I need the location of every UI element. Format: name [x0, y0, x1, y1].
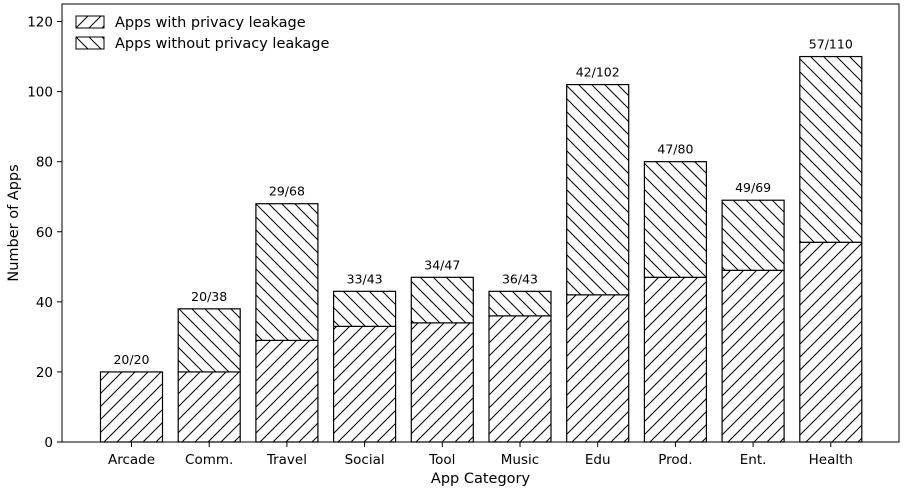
bar-without-leakage	[799, 55, 863, 243]
bar-total-label: 20/20	[113, 352, 149, 367]
bar-without-leakage	[255, 203, 319, 341]
bar-with-leakage	[177, 371, 241, 443]
x-tick-label: Prod.	[658, 452, 692, 468]
bar-with-leakage	[643, 276, 708, 443]
y-tick-label: 100	[27, 85, 53, 101]
bar-total-label: 49/69	[735, 180, 771, 195]
bar-with-leakage	[333, 325, 397, 443]
bar-value-labels: 20/20 20/38 29/68 33/43 34/47 36/43 42/102 47/8…	[113, 37, 852, 367]
bar-total-label: 29/68	[269, 184, 305, 199]
y-tick-label: 20	[36, 365, 53, 381]
y-tick-label: 120	[27, 15, 53, 31]
bar-with-leakage	[99, 371, 164, 443]
x-tick-label: Travel	[266, 452, 307, 468]
x-axis: Arcade Comm. Travel Social Tool Music Edu Prod.…	[108, 442, 853, 468]
bar-total-label: 42/102	[576, 65, 620, 80]
bar-with-leakage	[255, 339, 319, 443]
bar-total-label: 33/43	[347, 271, 383, 286]
x-tick-label: Comm.	[185, 452, 233, 468]
bar-without-leakage	[721, 199, 785, 271]
x-tick-label: Edu	[585, 452, 611, 468]
y-tick-label: 60	[36, 225, 53, 241]
bar-with-leakage	[410, 322, 474, 443]
x-tick-label: Arcade	[108, 452, 155, 468]
x-tick-label: Music	[501, 452, 539, 468]
bar-total-label: 34/47	[424, 257, 460, 272]
y-tick-label: 80	[36, 155, 53, 171]
y-tick-label: 40	[36, 295, 53, 311]
bar-with-leakage	[488, 315, 552, 443]
bar-without-leakage	[410, 276, 474, 324]
x-tick-label: Tool	[428, 452, 455, 468]
x-tick-label: Social	[345, 452, 385, 468]
bar-without-leakage	[333, 290, 397, 327]
legend: Apps with privacy leakage Apps without p…	[75, 15, 329, 52]
x-tick-label: Ent.	[740, 452, 767, 468]
y-tick-label: 0	[44, 435, 53, 451]
y-axis-title: Number of Apps	[6, 164, 22, 281]
bar-without-leakage	[566, 83, 630, 296]
y-axis: 0 20 40 60 80 100 120	[27, 15, 62, 451]
bar-total-label: 36/43	[502, 271, 538, 286]
bar-total-label: 57/110	[809, 37, 853, 52]
bar-with-leakage	[566, 294, 630, 443]
x-tick-label: Health	[809, 452, 853, 468]
plot-area-frame	[61, 3, 900, 443]
legend-label-with-leakage: Apps with privacy leakage	[115, 15, 306, 31]
bar-with-leakage	[721, 269, 785, 443]
bar-without-leakage	[177, 308, 241, 373]
bar-with-leakage	[799, 241, 863, 443]
bar-total-label: 47/80	[657, 142, 693, 157]
bar-without-leakage	[488, 290, 552, 317]
x-axis-title: App Category	[431, 471, 531, 487]
bars-layer	[99, 55, 863, 443]
legend-label-without-leakage: Apps without privacy leakage	[115, 36, 329, 52]
bar-without-leakage	[643, 161, 708, 278]
legend-swatch-without-leakage	[75, 36, 105, 50]
bar-total-label: 20/38	[191, 289, 227, 304]
legend-swatch-with-leakage	[75, 15, 105, 29]
